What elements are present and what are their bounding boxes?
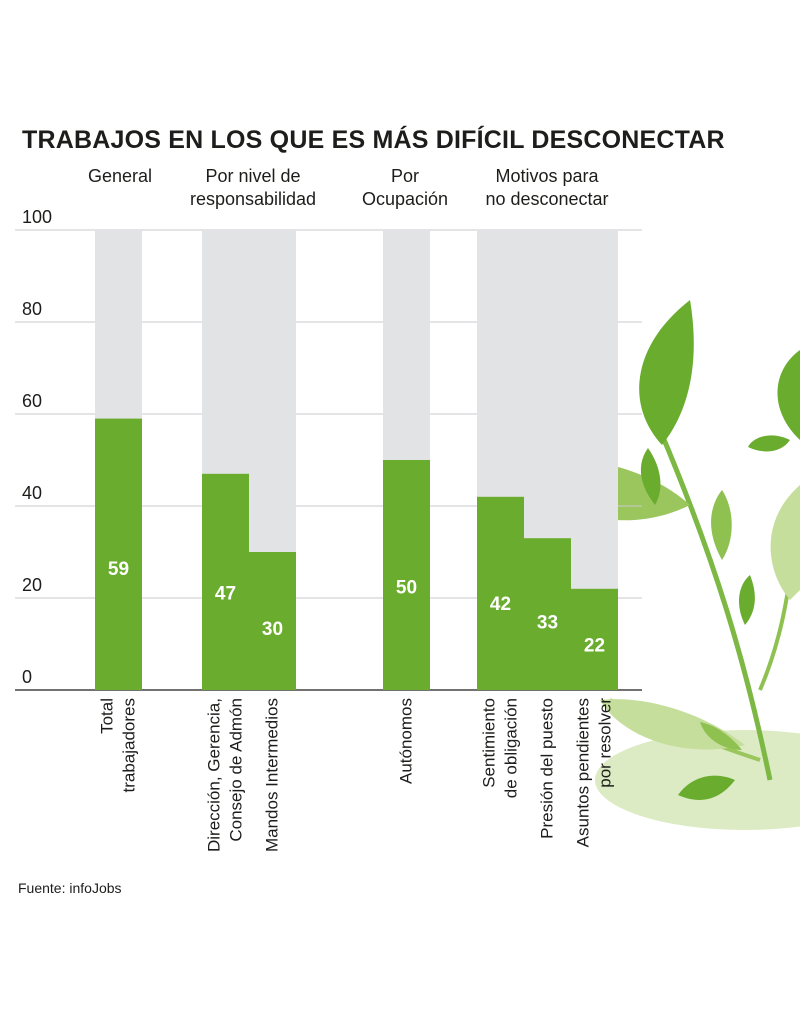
group-header-line: Por nivel de <box>205 166 300 186</box>
category-label: Presión del puesto <box>538 698 557 839</box>
leaf-small-right <box>748 435 790 452</box>
category-label: Total <box>98 698 117 734</box>
y-tick-label: 80 <box>22 299 42 319</box>
leaf-bottom-tiny <box>700 722 742 750</box>
group-header-line: no desconectar <box>485 189 608 209</box>
bar <box>202 473 249 690</box>
bar <box>95 418 142 690</box>
category-label: Autónomos <box>397 698 416 784</box>
bar-value-label: 59 <box>108 559 129 580</box>
group-header: General <box>88 166 152 186</box>
bar <box>249 552 296 690</box>
bar-value-label: 42 <box>490 594 511 615</box>
group-header-line: General <box>88 166 152 186</box>
category-label: Asuntos pendientes <box>574 698 593 847</box>
chart-title: TRABAJOS EN LOS QUE ES MÁS DIFÍCIL DESCO… <box>22 126 725 154</box>
bar-value-label: 30 <box>262 619 283 640</box>
category-label: Sentimiento <box>480 698 499 788</box>
chart-labels: 0 20 40 60 80 100 General 59 Total trabajadores Po… <box>22 166 615 852</box>
group-header: Por Ocupación <box>362 166 448 209</box>
group-header-line: responsabilidad <box>190 189 316 209</box>
category-label: trabajadores <box>120 698 139 793</box>
bar-value-label: 33 <box>537 613 558 634</box>
data-bars <box>95 418 618 690</box>
leaf-top-left <box>639 300 694 445</box>
leaf-lower-small <box>738 575 755 625</box>
bar-value-label: 47 <box>215 584 236 605</box>
leaf-top-right <box>777 350 800 440</box>
leaf-right-pale <box>770 485 800 600</box>
leaf-bottom-pale <box>600 699 745 750</box>
group-header: Por nivel de responsabilidad <box>190 166 316 209</box>
y-tick-label: 0 <box>22 667 32 687</box>
category-label: Mandos Intermedios <box>263 698 282 852</box>
y-tick-label: 100 <box>22 207 52 227</box>
leaf-mid-left <box>640 448 661 505</box>
leaf-bottom-small <box>678 775 735 800</box>
group-header-line: Motivos para <box>495 166 599 186</box>
y-tick-label: 40 <box>22 483 42 503</box>
stem-main <box>657 429 773 781</box>
category-label: por resolver <box>596 698 615 788</box>
category-label: de obligación <box>502 698 521 798</box>
bar-value-label: 22 <box>584 635 605 656</box>
group-header-line: Ocupación <box>362 189 448 209</box>
bar-value-label: 50 <box>396 578 417 599</box>
group-header: Motivos para no desconectar <box>485 166 608 209</box>
y-tick-label: 20 <box>22 575 42 595</box>
y-tick-label: 60 <box>22 391 42 411</box>
category-label: Dirección, Gerencia, <box>205 698 224 852</box>
bar <box>571 588 618 690</box>
source-note: Fuente: infoJobs <box>18 880 122 896</box>
category-label: Consejo de Admón <box>227 698 246 842</box>
bar <box>477 496 524 690</box>
bar <box>383 460 430 690</box>
bar <box>524 538 571 690</box>
group-header-line: Por <box>391 166 419 186</box>
leaf-mid-center <box>711 490 732 560</box>
